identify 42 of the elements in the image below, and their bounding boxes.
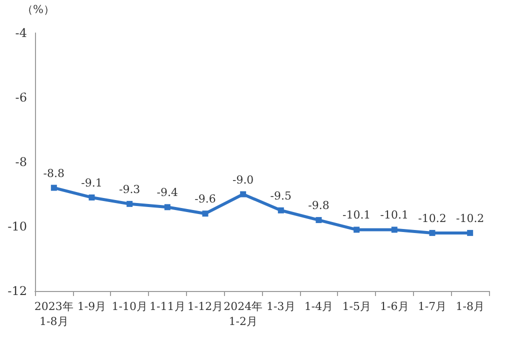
data-label: -10.1 <box>342 208 371 222</box>
point <box>316 217 322 224</box>
point <box>391 226 398 233</box>
x-tick-label: 1-3月 <box>266 300 296 313</box>
data-label: -9.6 <box>194 192 216 206</box>
y-tick-label: -12 <box>8 284 27 298</box>
point <box>467 230 474 236</box>
y-tick-label: -4 <box>15 26 28 40</box>
point <box>429 230 436 236</box>
point <box>126 200 133 207</box>
point <box>164 204 170 210</box>
y-tick-label: -6 <box>15 90 27 104</box>
point <box>202 210 208 217</box>
data-label: -9.4 <box>156 186 178 200</box>
x-tick-label: 1-9月 <box>77 300 106 313</box>
data-label: -10.1 <box>380 208 409 222</box>
y-axis-title: （%） <box>22 3 54 16</box>
data-label: -10.2 <box>456 212 484 225</box>
point <box>240 191 246 198</box>
x-tick-label: 1-5月 <box>342 300 371 313</box>
x-tick-label: 1-7月 <box>418 300 447 313</box>
y-tick-label: -10 <box>8 220 27 234</box>
point <box>88 194 95 200</box>
y-tick-label: -8 <box>15 155 27 169</box>
x-tick-label: 1-12月 <box>187 300 224 313</box>
x-tick-label: 2023年 1-8月 <box>34 300 74 328</box>
data-label: -9.3 <box>118 182 140 196</box>
data-label: -8.8 <box>43 166 65 180</box>
x-tick-label: 1-8月 <box>456 300 484 313</box>
data-label: -9.5 <box>270 189 292 202</box>
x-tick-label: 1-4月 <box>304 300 334 313</box>
data-label: -9.1 <box>81 176 102 190</box>
point <box>354 226 360 233</box>
x-tick-label: 1-10月 <box>112 300 148 313</box>
point <box>50 184 57 191</box>
x-tick-label: 1-11月 <box>150 300 186 313</box>
data-label: -10.2 <box>418 212 446 225</box>
x-tick-label: 1-6月 <box>380 300 409 313</box>
point <box>278 207 284 214</box>
x-tick-label: 2024年 1-2月 <box>224 300 263 328</box>
data-label: -9.8 <box>308 199 330 212</box>
data-label: -9.0 <box>232 173 254 186</box>
